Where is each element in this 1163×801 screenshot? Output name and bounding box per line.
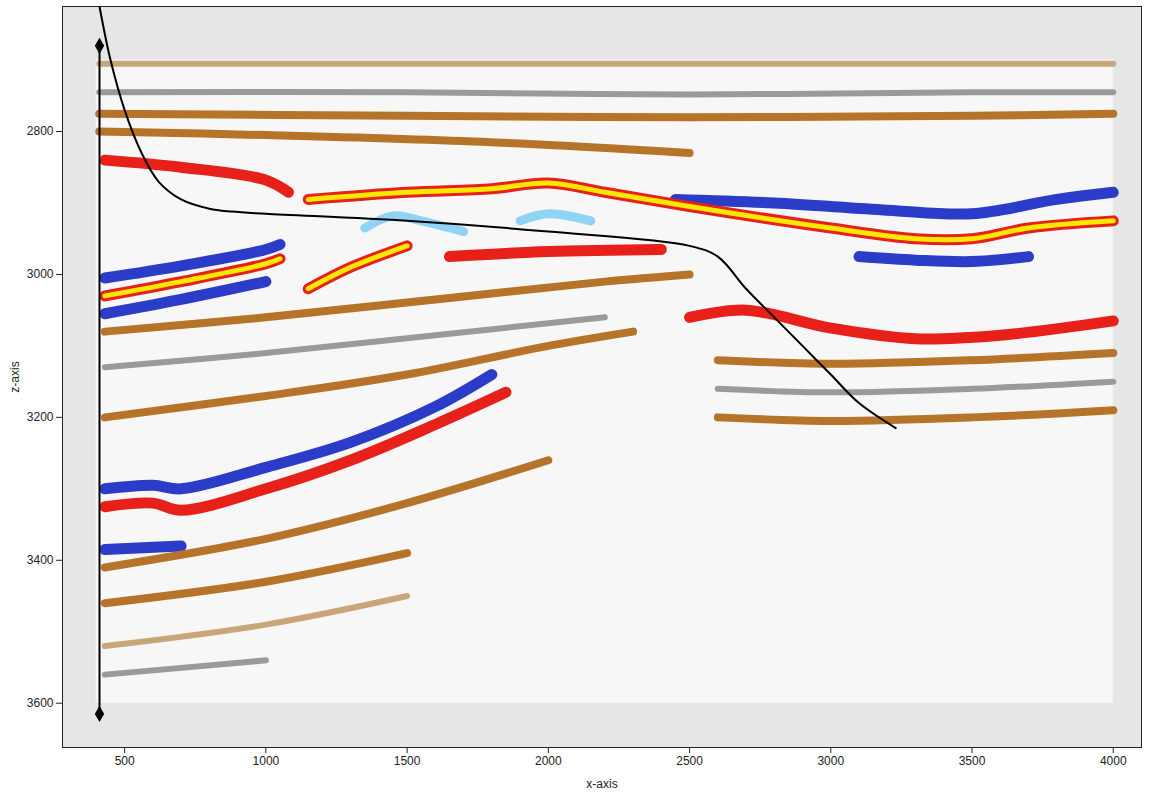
- svg-text:1000: 1000: [253, 754, 280, 768]
- svg-text:3500: 3500: [959, 754, 986, 768]
- svg-text:x-axis: x-axis: [586, 777, 617, 791]
- svg-text:1500: 1500: [394, 754, 421, 768]
- svg-text:3000: 3000: [27, 267, 54, 281]
- svg-text:2500: 2500: [676, 754, 703, 768]
- svg-text:2800: 2800: [27, 124, 54, 138]
- svg-text:3000: 3000: [817, 754, 844, 768]
- svg-text:3200: 3200: [27, 410, 54, 424]
- svg-text:z-axis: z-axis: [8, 361, 22, 392]
- svg-text:3400: 3400: [27, 553, 54, 567]
- svg-text:500: 500: [115, 754, 135, 768]
- svg-text:3600: 3600: [27, 696, 54, 710]
- svg-text:2000: 2000: [535, 754, 562, 768]
- svg-text:4000: 4000: [1100, 754, 1127, 768]
